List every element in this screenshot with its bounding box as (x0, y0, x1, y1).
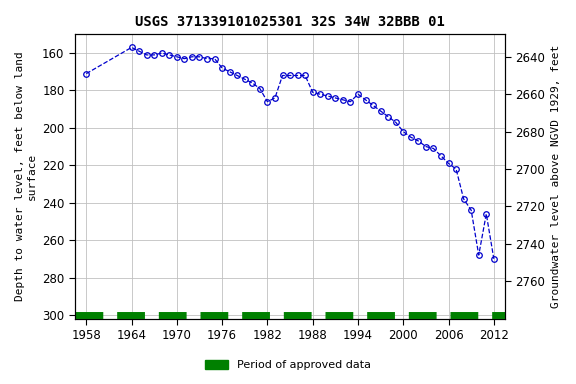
Title: USGS 371339101025301 32S 34W 32BBB 01: USGS 371339101025301 32S 34W 32BBB 01 (135, 15, 445, 29)
Y-axis label: Groundwater level above NGVD 1929, feet: Groundwater level above NGVD 1929, feet (551, 45, 561, 308)
Legend: Period of approved data: Period of approved data (201, 356, 375, 375)
Y-axis label: Depth to water level, feet below land
surface: Depth to water level, feet below land su… (15, 51, 37, 301)
